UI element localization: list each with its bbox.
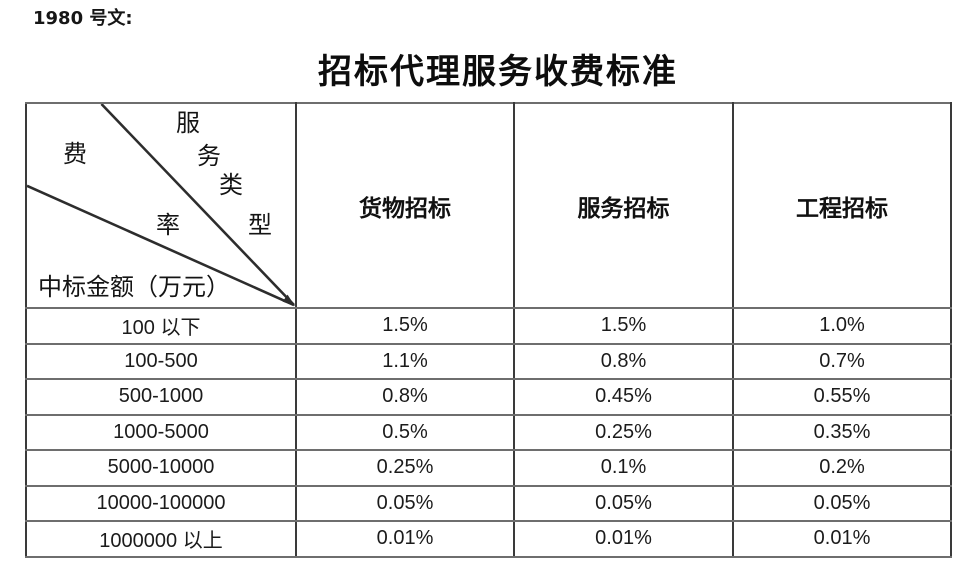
amount-range-cell: 1000-5000 (25, 413, 297, 451)
page-title: 招标代理服务收费标准 (318, 54, 678, 91)
rate-cell: 0.05% (295, 484, 515, 522)
rate-cell: 0.01% (732, 520, 952, 558)
table-row: 100-500 1.1% 0.8% 0.7% (25, 342, 952, 380)
rate-cell: 0.8% (295, 378, 515, 416)
column-header-goods: 货物招标 (295, 102, 515, 309)
rate-cell: 1.1% (295, 342, 515, 380)
rate-cell: 0.45% (513, 378, 734, 416)
rate-cell: 1.5% (513, 307, 734, 345)
diagonal-lines (27, 104, 295, 307)
fee-rate-char: 率 (156, 213, 180, 239)
column-header-services: 服务招标 (513, 102, 734, 309)
amount-axis-label: 中标金额（万元） (38, 275, 230, 301)
service-type-char: 类 (219, 173, 243, 199)
rate-cell: 1.0% (732, 307, 952, 345)
amount-range-cell: 5000-10000 (25, 449, 297, 487)
rate-cell: 0.05% (732, 484, 952, 522)
rate-cell: 0.5% (295, 413, 515, 451)
column-header-works: 工程招标 (732, 102, 952, 309)
amount-range-cell: 10000-100000 (25, 484, 297, 522)
table-header-row: 服 务 类 型 费 率 中标金额（万元） 货物招标 服务招标 工程招标 (25, 102, 952, 309)
rate-cell: 0.1% (513, 449, 734, 487)
fee-rate-char: 费 (63, 142, 87, 168)
service-type-char: 务 (197, 144, 221, 170)
rate-cell: 0.7% (732, 342, 952, 380)
table-row: 5000-10000 0.25% 0.1% 0.2% (25, 449, 952, 487)
table-row: 100 以下 1.5% 1.5% 1.0% (25, 307, 952, 345)
table-row: 1000000 以上 0.01% 0.01% 0.01% (25, 520, 952, 558)
rate-cell: 1.5% (295, 307, 515, 345)
service-type-char: 型 (248, 213, 272, 239)
amount-range-cell: 100-500 (25, 342, 297, 380)
rate-cell: 0.25% (513, 413, 734, 451)
rate-cell: 0.55% (732, 378, 952, 416)
table-row: 10000-100000 0.05% 0.05% 0.05% (25, 484, 952, 522)
rate-cell: 0.01% (513, 520, 734, 558)
rate-cell: 0.35% (732, 413, 952, 451)
amount-range-cell: 100 以下 (25, 307, 297, 345)
rate-cell: 0.01% (295, 520, 515, 558)
table-row: 1000-5000 0.5% 0.25% 0.35% (25, 413, 952, 451)
rate-cell: 0.8% (513, 342, 734, 380)
amount-range-cell: 500-1000 (25, 378, 297, 416)
doc-reference: 1980 号文: (33, 8, 133, 29)
corner-header-cell: 服 务 类 型 费 率 中标金额（万元） (25, 102, 297, 309)
service-type-char: 服 (176, 111, 200, 137)
rate-cell: 0.05% (513, 484, 734, 522)
fee-table: 服 务 类 型 费 率 中标金额（万元） 货物招标 服务招标 工程招标 100 … (25, 102, 952, 558)
rate-cell: 0.2% (732, 449, 952, 487)
amount-range-cell: 1000000 以上 (25, 520, 297, 558)
arrowhead-icon (282, 294, 295, 307)
rate-cell: 0.25% (295, 449, 515, 487)
table-row: 500-1000 0.8% 0.45% 0.55% (25, 378, 952, 416)
